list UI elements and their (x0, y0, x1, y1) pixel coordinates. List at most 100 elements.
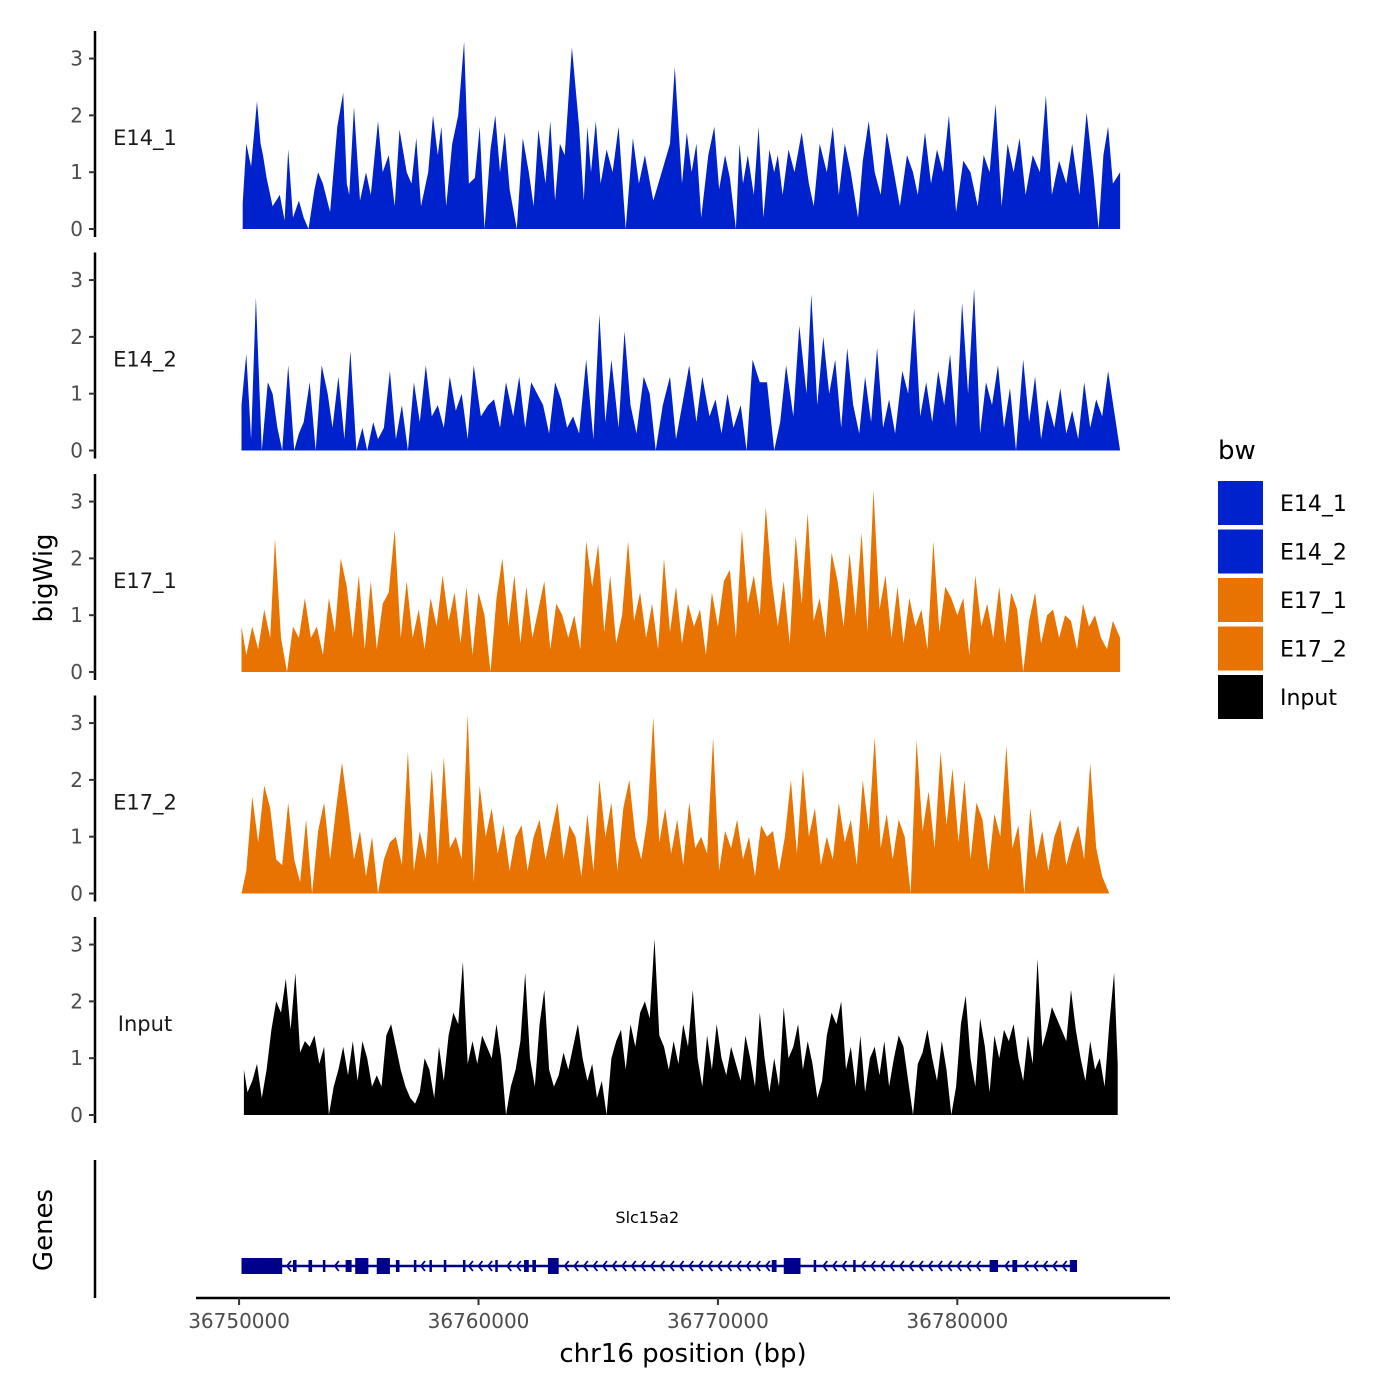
legend-key-E17_1 (1218, 578, 1263, 622)
exon (345, 1260, 352, 1272)
coverage-area-E14_1 (242, 41, 1121, 229)
strand-arrow (285, 1260, 292, 1272)
track-label: E14_2 (113, 348, 177, 373)
panel-E14_1: 0 1 2 3 E14_1 (70, 31, 1121, 241)
legend-label: E14_2 (1280, 541, 1347, 566)
strand-arrow (1061, 1260, 1068, 1272)
strand-arrow (946, 1260, 953, 1272)
strand-arrow (908, 1260, 915, 1272)
strand-arrow (1051, 1260, 1058, 1272)
y-tick-label: 2 (70, 325, 83, 349)
legend-label: Input (1280, 686, 1337, 711)
strand-arrow (1004, 1260, 1010, 1272)
strand-arrow (707, 1260, 714, 1272)
coverage-area-E14_2 (241, 288, 1121, 451)
strand-arrow (831, 1260, 838, 1272)
legend-label: E17_1 (1280, 589, 1347, 614)
exon (322, 1260, 326, 1272)
y-axis-title: bigWig (29, 533, 59, 622)
strand-arrow (601, 1260, 608, 1272)
strand-arrow (917, 1260, 924, 1272)
exon (376, 1258, 390, 1274)
strand-arrow (735, 1260, 742, 1272)
y-tick-label: 2 (70, 768, 83, 792)
exon (523, 1260, 529, 1272)
strand-arrow (745, 1260, 752, 1272)
strand-arrow (869, 1260, 876, 1272)
exon (443, 1260, 447, 1272)
y-tick-label: 0 (70, 660, 83, 684)
y-tick-label: 2 (70, 103, 83, 127)
exon (783, 1258, 801, 1274)
x-axis-title: chr16 position (bp) (559, 1339, 806, 1369)
strand-arrow (1042, 1260, 1049, 1272)
strand-arrow (419, 1260, 426, 1272)
strand-arrow (726, 1260, 733, 1272)
y-tick-label: 1 (70, 382, 83, 406)
strand-arrow (640, 1260, 647, 1272)
strand-arrow (898, 1260, 905, 1272)
strand-arrow (755, 1260, 761, 1272)
strand-arrow (889, 1260, 895, 1272)
gene-name-label: Slc15a2 (615, 1208, 679, 1227)
x-tick-label: 36760000 (428, 1309, 530, 1333)
exon (1069, 1260, 1078, 1272)
y-tick-label: 0 (70, 439, 83, 463)
y-tick-label: 0 (70, 882, 83, 906)
x-tick-label: 36770000 (667, 1309, 769, 1333)
panel-Input: 0 1 2 3 Input (70, 917, 1118, 1127)
exon (771, 1260, 777, 1272)
exon (355, 1258, 369, 1274)
strand-arrow (764, 1260, 771, 1272)
strand-arrow (563, 1260, 570, 1272)
strand-arrow (333, 1260, 340, 1272)
x-axis: 36750000 36760000 36770000 36780000 (188, 1296, 1170, 1333)
strand-arrow (582, 1260, 589, 1272)
exon (292, 1260, 297, 1272)
y-tick-label: 0 (70, 217, 83, 241)
strand-arrow (515, 1260, 522, 1272)
exon (413, 1260, 417, 1272)
exon (547, 1258, 559, 1274)
x-tick-label: 36780000 (906, 1309, 1008, 1333)
track-label: Input (118, 1012, 172, 1036)
y-tick-label: 3 (70, 490, 83, 514)
strand-arrow (506, 1260, 512, 1272)
coverage-area-E17_2 (241, 714, 1110, 894)
strand-arrow (1023, 1260, 1030, 1272)
strand-arrow (1032, 1260, 1039, 1272)
strand-arrow (860, 1260, 867, 1272)
y-tick-label: 3 (70, 268, 83, 292)
legend-key-E17_2 (1218, 626, 1263, 671)
exon (495, 1260, 498, 1272)
exon (395, 1260, 400, 1272)
strand-arrow (975, 1260, 982, 1272)
legend-title: bw (1218, 436, 1256, 466)
track-label: E17_1 (113, 569, 177, 594)
x-tick-label: 36750000 (188, 1309, 290, 1333)
y-tick-label: 3 (70, 933, 83, 957)
legend-key-E14_2 (1218, 529, 1263, 574)
strand-arrow (688, 1260, 694, 1272)
legend-key-Input (1218, 675, 1263, 719)
exon (429, 1260, 432, 1272)
strand-arrow (620, 1260, 627, 1272)
strand-arrow (573, 1260, 579, 1272)
exon (532, 1260, 536, 1272)
strand-arrow (927, 1260, 934, 1272)
legend-label: E17_2 (1280, 638, 1347, 663)
panel-E14_2: 0 1 2 3 E14_2 (70, 252, 1121, 463)
strand-arrow (822, 1260, 828, 1272)
strand-arrow (592, 1260, 599, 1272)
panel-E17_1: 0 1 2 3 E17_1 (70, 474, 1121, 684)
y-tick-label: 1 (70, 1046, 83, 1070)
gene-panel: Slc15a2 (93, 1160, 1078, 1298)
track-label: E14_1 (113, 126, 177, 151)
coverage-area-Input (243, 938, 1118, 1115)
track-label: E17_2 (113, 791, 177, 816)
legend-label: E14_1 (1280, 492, 1347, 517)
exon (462, 1260, 466, 1272)
exon (989, 1260, 999, 1272)
legend-items: E14_1 E14_2 E17_1 E17_2 Input (1218, 481, 1347, 719)
y-tick-label: 1 (70, 603, 83, 627)
